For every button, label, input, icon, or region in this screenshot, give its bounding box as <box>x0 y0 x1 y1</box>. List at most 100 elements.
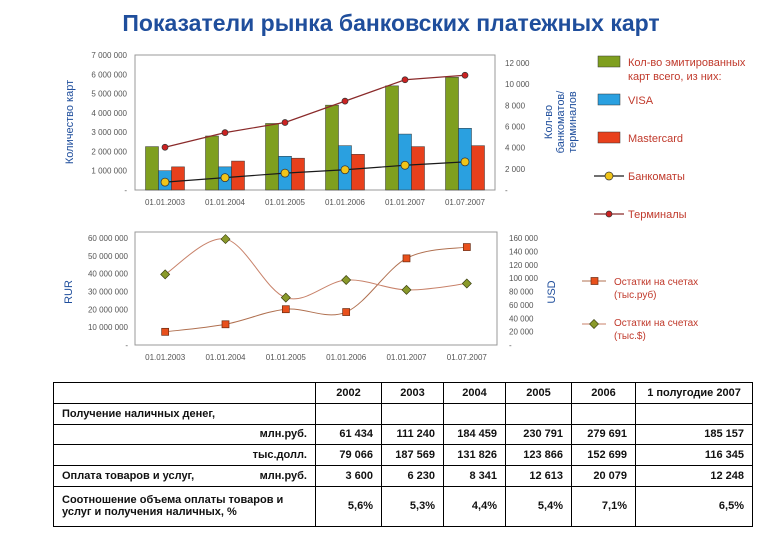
table-header-cell: 2003 <box>381 382 444 404</box>
table-header-cell: 2006 <box>571 382 636 404</box>
table-cell: 3 600 <box>315 465 382 487</box>
table-cell: 230 791 <box>505 423 572 446</box>
y-tick-label: 5 000 000 <box>91 90 127 99</box>
y-tick-label: 20 000 000 <box>88 305 129 314</box>
y-right-tick-label: 120 000 <box>509 261 538 270</box>
legend-marker <box>589 319 599 329</box>
x-tick-label: 01.01.2004 <box>205 198 246 207</box>
table-cell: 184 459 <box>443 423 506 446</box>
y-right-axis-label: USD <box>546 280 558 303</box>
line-point <box>280 292 291 303</box>
y-tick-label: 1 000 000 <box>91 167 127 176</box>
line-point <box>281 305 290 314</box>
legend-swatch <box>597 55 621 68</box>
legend-label-line: (тыс.руб) <box>614 289 657 301</box>
x-tick-label: 01.01.2007 <box>386 353 427 362</box>
table-cell: 20 079 <box>571 465 636 487</box>
line-point <box>221 320 230 329</box>
y-tick-label: 2 000 000 <box>91 147 127 156</box>
indicators-table: 2002 2003 2004 2005 2006 1 полугодие 200… <box>53 382 753 528</box>
line-point <box>160 269 171 280</box>
line-point <box>281 119 289 126</box>
line-point <box>400 160 410 170</box>
x-tick-label: 01.01.2006 <box>326 353 367 362</box>
bar <box>291 157 305 191</box>
y-right-axis-label-line: банкоматов/ <box>555 90 567 154</box>
y-right-tick-label: 12 000 <box>505 59 530 68</box>
cards-chart: 7 000 000 6 000 000 5 000 000 4 000 000 3 00… <box>64 51 746 221</box>
table-cell: 12 613 <box>505 465 572 487</box>
x-tick-label: 01.01.2005 <box>266 353 307 362</box>
table-row: Соотношение объема оплаты товаров и услу… <box>53 485 753 528</box>
table-cell: 6,5% <box>635 485 753 528</box>
y-tick-label: 3 000 000 <box>91 128 127 137</box>
table-cell <box>381 402 444 425</box>
line-point <box>461 278 472 289</box>
row-label: млн.руб. <box>53 423 316 446</box>
line-point <box>221 129 229 136</box>
line-point <box>401 76 409 84</box>
series-line <box>164 74 466 148</box>
x-tick-label: 01.01.2006 <box>325 198 366 207</box>
y-right-tick-label: 100 000 <box>509 274 538 283</box>
table-cell: 5,4% <box>505 485 572 528</box>
table-header-cell: 2004 <box>443 382 506 404</box>
y-right-tick-label: 8 000 <box>505 101 526 110</box>
row-label-text: Оплата товаров и услуг, <box>62 470 195 483</box>
line-point <box>402 254 411 263</box>
legend-label: Терминалы <box>628 209 687 221</box>
bar <box>471 145 485 191</box>
table-cell: 7,1% <box>571 485 636 528</box>
line-point <box>462 243 471 251</box>
y-tick-label: - <box>124 186 127 195</box>
row-label: тыс.долл. <box>53 444 316 467</box>
table-cell <box>315 402 382 425</box>
x-tick-label: 01.01.2004 <box>205 353 246 362</box>
table-cell: 187 569 <box>381 444 444 467</box>
table-cell: 79 066 <box>315 444 382 467</box>
table-cell: 279 691 <box>571 423 636 446</box>
y-tick-label: 50 000 000 <box>88 252 129 261</box>
y-right-tick-label: 6 000 <box>505 123 526 132</box>
bar <box>411 146 425 191</box>
table-cell: 12 248 <box>635 465 753 487</box>
y-tick-label: 10 000 000 <box>88 323 129 332</box>
legend-label: VISA <box>628 95 654 107</box>
legend-swatch <box>597 93 621 106</box>
y-tick-label: 6 000 000 <box>91 70 127 79</box>
line-point <box>161 143 169 151</box>
y-right-tick-label: 80 000 <box>509 288 534 297</box>
bar <box>171 166 185 191</box>
y-right-axis-label: Кол-вобанкоматов/терминалов <box>543 90 579 154</box>
table-row: Оплата товаров и услуг, млн.руб. 3 600 6… <box>53 465 753 487</box>
table-cell: 131 826 <box>443 444 506 467</box>
line-point <box>401 284 412 295</box>
table-cell: 6 230 <box>381 465 444 487</box>
line-point <box>340 165 350 175</box>
x-tick-label: 01.07.2007 <box>447 353 488 362</box>
table-cell: 61 434 <box>315 423 382 446</box>
line-point <box>460 157 470 167</box>
legend-label-line: Остатки на счетах <box>614 277 698 288</box>
page-title: Показатели рынка банковских платежных ка… <box>122 10 660 36</box>
table-cell: 123 866 <box>505 444 572 467</box>
legend-marker <box>605 210 613 218</box>
legend-label: Mastercard <box>628 133 683 145</box>
legend-label: Остатки на счетах (тыс.$) <box>614 318 698 342</box>
series-line <box>164 161 466 183</box>
x-tick-label: 01.01.2003 <box>145 353 186 362</box>
x-tick-label: 01.01.2007 <box>385 198 426 207</box>
y-right-tick-label: - <box>509 341 512 350</box>
line-point <box>341 275 352 286</box>
table-header-cell: 2002 <box>315 382 382 404</box>
x-tick-label: 01.01.2003 <box>145 198 186 207</box>
y-right-tick-label: 60 000 <box>509 301 534 310</box>
row-label: Соотношение объема оплаты товаров и услу… <box>53 485 316 528</box>
y-right-tick-label: - <box>505 186 508 195</box>
y-right-tick-label: 4 000 <box>505 144 526 153</box>
line-point <box>342 308 351 316</box>
y-right-tick-label: 2 000 <box>505 165 526 174</box>
legend-label-line: (тыс.$) <box>614 331 646 342</box>
legend-label: Банкоматы <box>628 171 685 183</box>
table-cell: 5,6% <box>315 485 382 528</box>
